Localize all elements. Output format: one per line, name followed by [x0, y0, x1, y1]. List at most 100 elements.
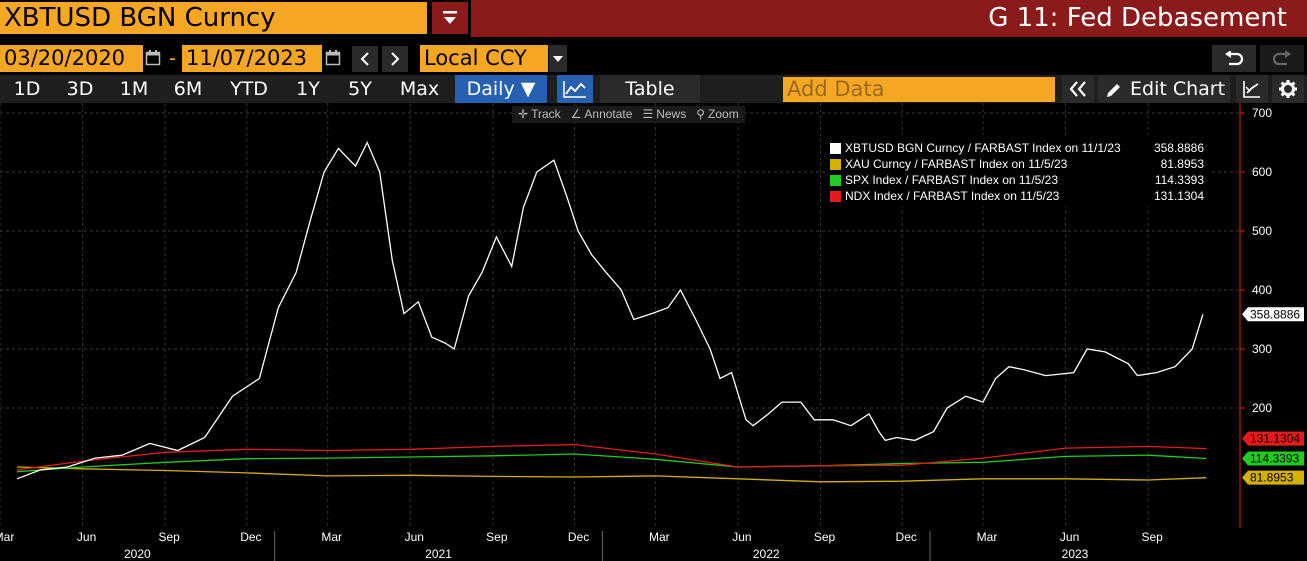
range-1y-button[interactable]: 1Y [296, 78, 320, 100]
redo-icon [1272, 50, 1291, 65]
header-row: XBTUSD BGN Curncy G 11: Fed Debasement [0, 0, 1307, 37]
x-tick-label: Jun [405, 530, 424, 544]
undo-icon [1225, 50, 1244, 65]
currency-select[interactable]: Local CCY [420, 45, 548, 72]
series-line [17, 443, 1207, 471]
legend-item: XAU Curncy / FARBAST Index on 11/5/23 81… [830, 156, 1208, 172]
value-tag-label: 131.1304 [1250, 432, 1300, 446]
range-5y-button[interactable]: 5Y [348, 78, 372, 100]
annotate-icon: ∠ [570, 107, 582, 121]
end-date-field[interactable]: 11/07/2023 [182, 45, 322, 72]
line-chart-type-button[interactable] [557, 75, 593, 103]
news-label: News [656, 107, 687, 121]
x-year-label: 2022 [753, 547, 780, 561]
add-data-input[interactable] [783, 77, 1055, 102]
zoom-label: Zoom [708, 107, 739, 121]
chart-grid [0, 103, 1240, 528]
legend-series-value: 81.8953 [1160, 157, 1204, 171]
legend-swatch [830, 175, 841, 186]
start-date-field[interactable]: 03/20/2020 [0, 45, 143, 72]
x-tick-label: Sep [814, 530, 836, 544]
x-tick-label: Dec [568, 530, 589, 544]
undo-button[interactable] [1212, 45, 1256, 72]
zoom-tool[interactable]: ⚲ Zoom [696, 106, 738, 123]
price-chart[interactable]: 200 300 400 500 600 700 Mar Jun Sep Dec Mar Jun Sep D… [0, 103, 1307, 561]
x-tick-label: Dec [896, 530, 917, 544]
annotate-label: Annotate [584, 107, 633, 121]
chevron-right-icon [391, 52, 400, 66]
y-tick-label: 600 [1252, 165, 1272, 179]
legend-series-value: 131.1304 [1153, 189, 1204, 203]
range-1m-button[interactable]: 1M [119, 78, 149, 100]
edit-chart-button[interactable]: Edit Chart [1098, 75, 1230, 103]
legend-swatch [830, 191, 841, 202]
x-tick-label: Jun [77, 530, 96, 544]
value-tag [1242, 431, 1304, 446]
x-tick-label: Sep [159, 530, 181, 544]
settings-button[interactable] [1272, 75, 1304, 103]
edit-chart-label: Edit Chart [1130, 78, 1226, 100]
gear-icon [1279, 80, 1297, 98]
chart-legend: XBTUSD BGN Curncy / FARBAST Index on 11/… [826, 135, 1210, 207]
legend-item: XBTUSD BGN Curncy / FARBAST Index on 11/… [830, 140, 1208, 156]
y-tick-label: 500 [1252, 224, 1272, 238]
x-tick-label: Mar [977, 530, 998, 544]
x-year-label: 2021 [425, 547, 452, 561]
chart-axes: 200 300 400 500 600 700 Mar Jun Sep Dec Mar Jun Sep D… [0, 103, 1304, 561]
x-year-label: 2020 [124, 547, 151, 561]
page-title: G 11: Fed Debasement [988, 3, 1287, 33]
chevron-left-icon [360, 52, 369, 66]
table-button[interactable]: Table [600, 75, 700, 103]
legend-item: SPX Index / FARBAST Index on 11/5/23 114… [830, 172, 1208, 188]
calendar-icon[interactable] [145, 49, 161, 67]
legend-series-name: XBTUSD BGN Curncy / FARBAST Index on 11/… [845, 141, 1121, 155]
double-chevron-left-icon [1069, 81, 1086, 97]
legend-swatch [830, 143, 841, 154]
series-line [17, 466, 1207, 483]
series-line [17, 453, 1207, 473]
frequency-dropdown[interactable]: Daily ▼ [455, 75, 547, 103]
y-tick-label: 400 [1252, 283, 1272, 297]
chart-toolbar: 1D 3D 1M 6M YTD 1Y 5Y Max Daily ▼ Table … [0, 75, 1307, 103]
range-6m-button[interactable]: 6M [173, 78, 203, 100]
ticker-field[interactable]: XBTUSD BGN Curncy [0, 2, 427, 34]
chart-check-button[interactable] [1236, 75, 1268, 103]
next-period-button[interactable] [382, 46, 408, 72]
value-tag [1242, 307, 1304, 322]
collapse-toolbar-button[interactable] [1062, 75, 1094, 103]
crosshair-icon: ✛ [518, 107, 529, 121]
news-tool[interactable]: ☰ News [642, 106, 686, 123]
filter-dropdown-icon [443, 11, 457, 24]
x-tick-label: Jun [732, 530, 751, 544]
legend-series-name: XAU Curncy / FARBAST Index on 11/5/23 [845, 157, 1068, 171]
legend-series-name: NDX Index / FARBAST Index on 11/5/23 [845, 189, 1060, 203]
calendar-icon[interactable] [325, 49, 341, 67]
legend-series-value: 358.8886 [1153, 141, 1204, 155]
redo-button[interactable] [1260, 45, 1304, 72]
currency-dropdown-button[interactable] [549, 45, 567, 72]
pencil-icon [1107, 84, 1120, 97]
date-row: 03/20/2020 - 11/07/2023 Local CCY [0, 45, 1307, 73]
annotate-tool[interactable]: ∠ Annotate [571, 106, 633, 123]
x-tick-label: Mar [649, 530, 670, 544]
chart-edit-icon [1243, 81, 1260, 98]
range-ytd-button[interactable]: YTD [230, 78, 268, 100]
range-3d-button[interactable]: 3D [66, 78, 94, 100]
previous-period-button[interactable] [352, 46, 378, 72]
value-tag-label: 114.3393 [1250, 452, 1299, 466]
title-bar: G 11: Fed Debasement [471, 0, 1307, 37]
value-tag-label: 358.8886 [1250, 307, 1300, 321]
legend-item: NDX Index / FARBAST Index on 11/5/23 131… [830, 188, 1208, 204]
legend-swatch [830, 159, 841, 170]
range-1d-button[interactable]: 1D [13, 78, 41, 100]
legend-series-name: SPX Index / FARBAST Index on 11/5/23 [845, 173, 1059, 187]
magnifier-icon: ⚲ [696, 107, 706, 121]
range-max-button[interactable]: Max [399, 78, 440, 100]
track-tool[interactable]: ✛ Track [518, 106, 561, 123]
news-icon: ☰ [642, 107, 654, 121]
chart-series [16, 140, 1207, 483]
x-tick-label: Sep [486, 530, 508, 544]
caret-down-icon [553, 55, 563, 62]
y-tick-label: 700 [1252, 106, 1272, 120]
ticker-dropdown-button[interactable] [432, 2, 468, 34]
